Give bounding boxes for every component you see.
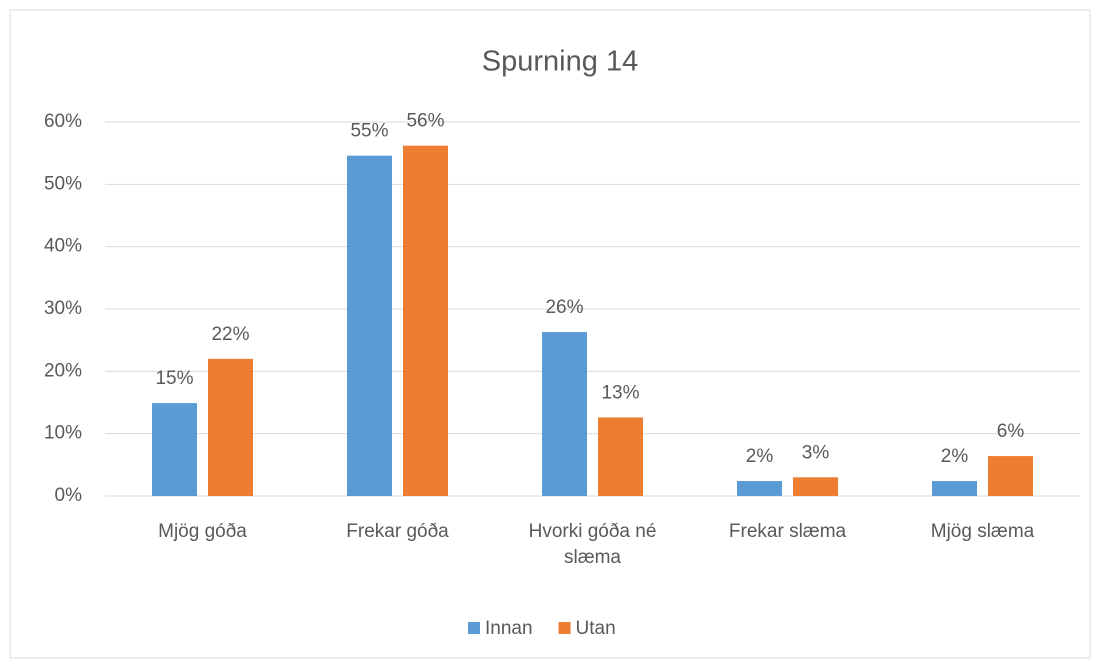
legend-label: Innan	[485, 618, 533, 639]
data-label: 55%	[350, 121, 388, 142]
bar	[152, 403, 197, 496]
bar	[737, 481, 782, 496]
bar	[598, 417, 643, 496]
y-tick-label: 30%	[44, 298, 82, 319]
data-label: 2%	[941, 446, 969, 467]
x-tick-label: Frekar slæma	[728, 521, 847, 542]
x-tick-label: Mjög góða	[158, 521, 247, 542]
data-label: 15%	[155, 368, 193, 389]
x-tick-label: Mjög slæma	[930, 521, 1035, 542]
data-label: 13%	[601, 382, 639, 403]
data-label: 22%	[211, 324, 249, 345]
bar	[403, 145, 448, 497]
bar	[347, 155, 392, 496]
x-tick-label: Frekar góða	[346, 521, 449, 542]
data-label: 6%	[997, 421, 1025, 442]
data-label: 2%	[746, 446, 774, 467]
y-tick-label: 20%	[44, 360, 82, 381]
bar	[793, 477, 838, 496]
legend-label: Utan	[576, 618, 616, 639]
bar	[208, 358, 253, 496]
bar	[932, 481, 977, 496]
y-tick-label: 50%	[44, 173, 82, 194]
bar	[542, 332, 587, 496]
y-tick-label: 0%	[55, 485, 83, 506]
legend-swatch	[558, 622, 571, 634]
data-label: 26%	[545, 297, 583, 318]
y-tick-label: 10%	[44, 423, 82, 444]
y-tick-label: 60%	[44, 111, 82, 132]
data-label: 56%	[406, 111, 444, 132]
y-tick-label: 40%	[44, 236, 82, 257]
bar	[988, 456, 1033, 496]
data-label: 3%	[802, 442, 830, 463]
x-tick-label: Hvorki góða né slæma	[528, 521, 657, 568]
legend-swatch	[468, 622, 480, 634]
chart-title: Spurning 14	[482, 46, 638, 78]
